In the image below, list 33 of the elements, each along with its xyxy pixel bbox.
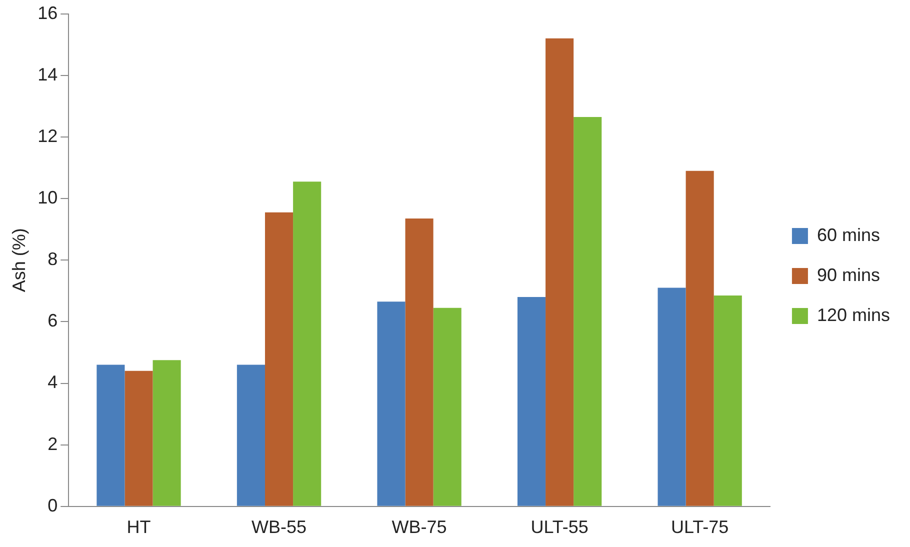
legend-label: 60 mins	[816, 224, 880, 245]
x-tick-label: WB-75	[392, 517, 447, 538]
bar	[293, 182, 322, 506]
y-tick-label: 8	[48, 249, 58, 270]
bar	[264, 212, 294, 506]
bar	[714, 296, 742, 506]
y-tick-label: 14	[38, 64, 58, 84]
bar	[546, 38, 574, 506]
x-tick-label: WB-55	[252, 517, 307, 538]
x-tick-label: HT	[126, 517, 151, 538]
y-tick-label: 6	[48, 310, 58, 331]
bar	[517, 297, 546, 506]
y-tick-label: 2	[48, 434, 58, 454]
bar	[124, 370, 153, 506]
bar	[433, 308, 462, 506]
bar	[152, 360, 181, 506]
y-tick-label: 10	[38, 187, 58, 208]
y-tick-label: 16	[38, 2, 58, 23]
x-tick-label: ULT-55	[530, 517, 588, 538]
y-tick-label: 4	[48, 372, 58, 392]
legend-label: 90 mins	[816, 264, 880, 285]
y-tick-label: 0	[48, 495, 58, 516]
bar	[574, 116, 602, 506]
y-axis-title: Ash (%)	[8, 228, 29, 292]
bar	[658, 288, 686, 506]
bar	[377, 302, 406, 506]
bar	[96, 364, 125, 506]
bar	[405, 218, 434, 506]
bar	[686, 170, 714, 506]
y-tick-label: 12	[38, 126, 58, 146]
x-tick-label: ULT-75	[670, 517, 729, 538]
bar	[236, 364, 265, 506]
legend-label: 120 mins	[816, 304, 890, 325]
